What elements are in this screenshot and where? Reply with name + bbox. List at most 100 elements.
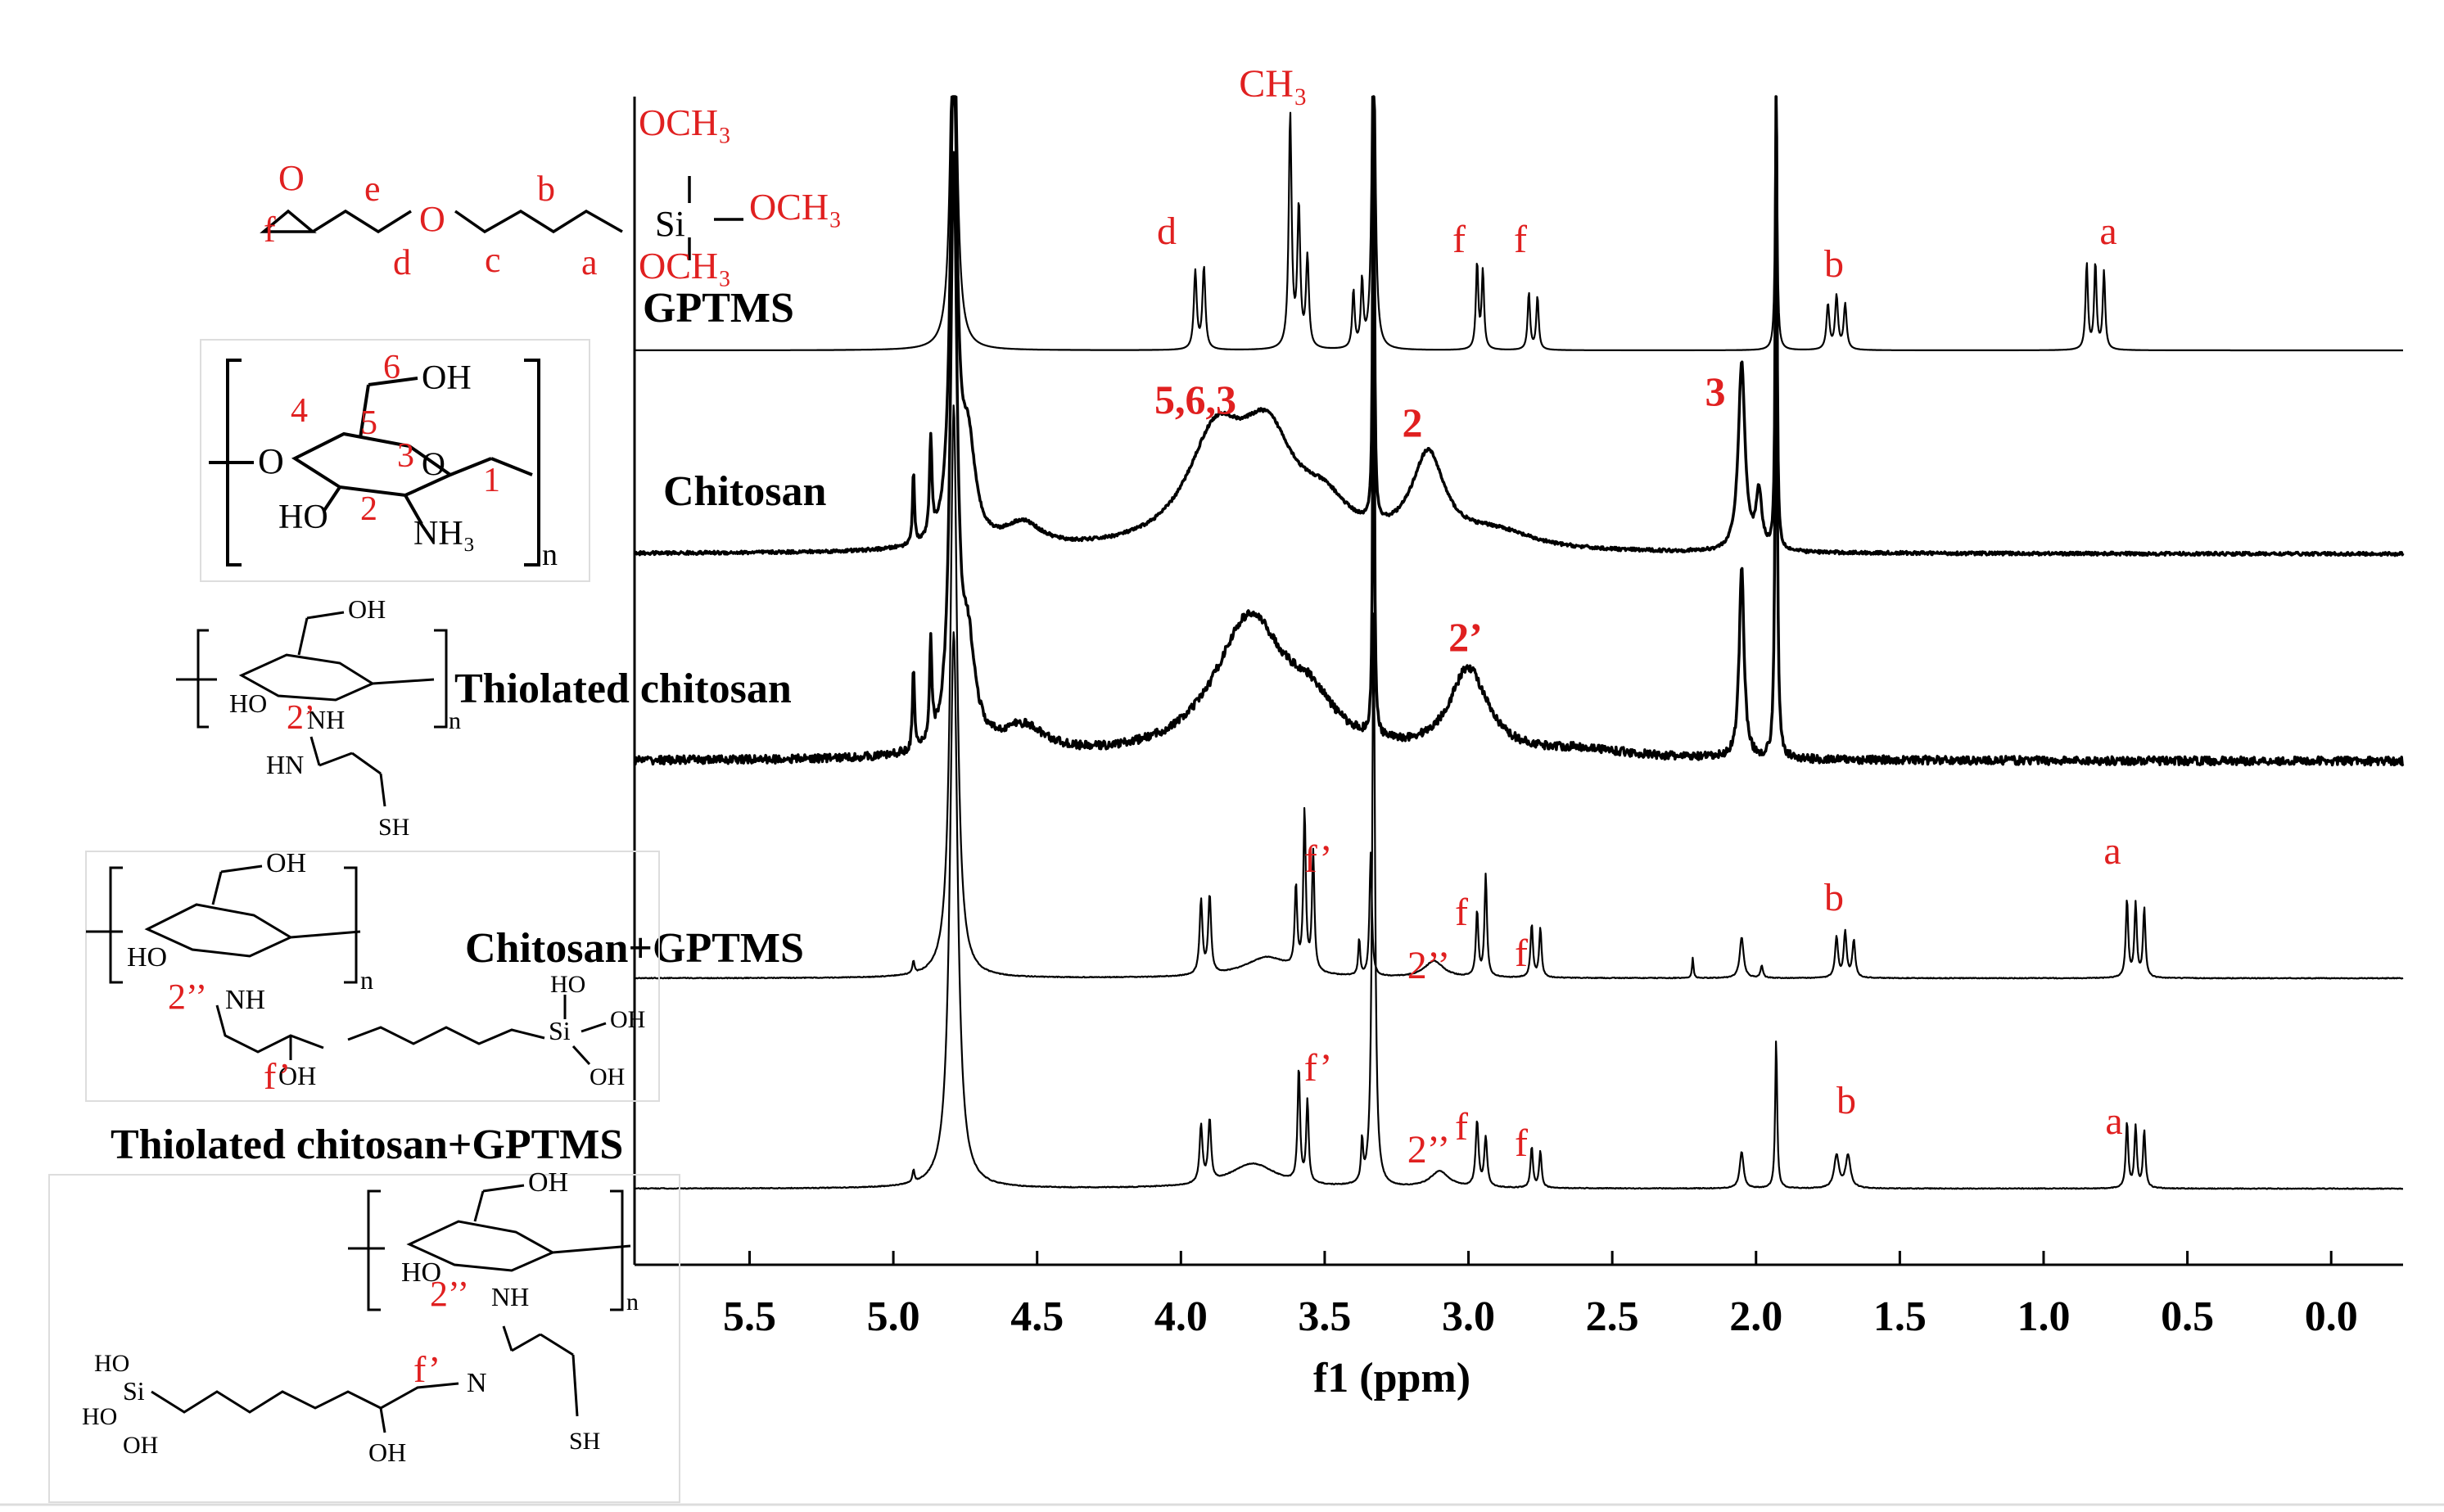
x-tick-label: 1.5	[1873, 1293, 1927, 1340]
position-label-f: f	[264, 210, 276, 250]
atom-oh: OH	[368, 1438, 406, 1467]
position-label-6: 6	[383, 349, 400, 386]
atom-ho: HO	[278, 499, 328, 536]
bracket-right	[524, 359, 540, 566]
peak-labels: CH₃ d f f b a 5,6,3 2 3 2’ f’ 2’’ f f b …	[1154, 62, 2123, 1171]
peak-label-2prime: 2’	[1448, 614, 1483, 660]
propyl-chain	[347, 1026, 545, 1045]
atom-oh: OH	[278, 1061, 316, 1090]
methoxy-top: OCH₃	[639, 102, 731, 143]
peak-label-563: 5,6,3	[1154, 377, 1236, 422]
chain-bond	[454, 209, 623, 234]
atom-oh: OH	[590, 1063, 625, 1090]
peak-label-b: b	[1824, 876, 1844, 919]
x-axis-ticks	[748, 1251, 2333, 1265]
spectrum-line-chitosan-gptms	[634, 404, 2404, 980]
chain-bond	[351, 751, 382, 775]
atom-ho: HO	[229, 688, 267, 718]
x-tick-label: 0.0	[2305, 1293, 2358, 1340]
bracket-left	[367, 1189, 381, 1311]
c6-bond	[473, 1190, 485, 1222]
spectrum-line-thiolated-chitosan	[633, 151, 2405, 767]
repeat-n: n	[449, 707, 461, 734]
structure-gptms	[260, 176, 743, 260]
c3-oh-bond	[322, 485, 341, 513]
atom-sh: SH	[378, 814, 409, 841]
chain-bond	[312, 209, 412, 234]
position-label-e: e	[364, 169, 381, 209]
spectrum-names: GPTMS Chitosan Thiolated chitosan Chitos…	[111, 285, 826, 1168]
si-bond-right	[581, 1022, 607, 1033]
plot-frame	[633, 97, 2403, 1266]
spectrum-name-thiolated-chitosan-gptms: Thiolated chitosan+GPTMS	[111, 1122, 623, 1168]
position-label-2prime: 2’	[287, 699, 315, 737]
peak-label-b: b	[1824, 242, 1844, 286]
position-label-b: b	[537, 169, 555, 209]
position-label-2: 2	[360, 490, 377, 528]
x-axis-label: f1 (ppm)	[1313, 1355, 1470, 1401]
repeat-n: n	[360, 965, 373, 995]
peak-label-f: f	[1515, 932, 1528, 975]
x-tick-label: 5.0	[867, 1293, 920, 1340]
structure-frame	[85, 851, 660, 1102]
atom-nh: NH	[491, 1282, 529, 1311]
peak-label-a: a	[2099, 210, 2116, 253]
chain-bond	[571, 1354, 579, 1417]
methoxy-right: OCH₃	[749, 186, 842, 228]
peak-label-2: 2	[1403, 399, 1423, 445]
bracket-right	[610, 1189, 624, 1311]
atom-sh: SH	[569, 1428, 600, 1455]
peak-label-3: 3	[1705, 368, 1726, 414]
spectra-traces	[633, 95, 2405, 1190]
peak-label-fprime: f’	[1304, 837, 1333, 881]
atom-nh3: NH₃	[413, 515, 475, 553]
c6-oh-bond	[306, 611, 345, 620]
c6-oh-bond	[482, 1184, 525, 1193]
c6-bond	[297, 617, 309, 656]
atom-oh: OH	[266, 848, 306, 878]
x-tick-label: 2.5	[1586, 1293, 1639, 1340]
structure-chitosan	[200, 339, 590, 582]
chain-bond	[318, 751, 353, 767]
spectrum-line-gptms	[634, 95, 2404, 352]
peak-label-fprime: f’	[1304, 1046, 1333, 1090]
x-tick-label: 2.0	[1729, 1293, 1782, 1340]
bracket-right	[434, 629, 448, 729]
structure-thiolated-chitosan	[176, 611, 448, 807]
structure-frame	[48, 1174, 680, 1503]
atom-o: O	[419, 199, 445, 239]
c6-oh-bond	[368, 377, 418, 386]
x-tick-label: 1.0	[2017, 1293, 2070, 1340]
spectrum-name-chitosan-gptms: Chitosan+GPTMS	[465, 925, 804, 972]
bracket-left	[109, 866, 123, 984]
si-bond-down	[571, 1045, 591, 1066]
structure-chitosan-gptms-text: OH HO NH n OH HO Si OH OH 2’’ f’	[127, 848, 645, 1097]
position-label-fprime: f’	[264, 1055, 291, 1097]
atom-hn: HN	[266, 750, 304, 779]
atom-oh: OH	[610, 1006, 645, 1033]
epoxide-ring	[260, 209, 317, 233]
atom-si: Si	[123, 1376, 145, 1406]
spectrum-name-gptms: GPTMS	[643, 285, 794, 332]
peak-label-d: d	[1157, 210, 1177, 253]
atom-ho: HO	[94, 1350, 129, 1377]
peak-label-f: f	[1452, 218, 1466, 261]
position-label-c: c	[485, 240, 501, 280]
chain-bond	[540, 1333, 574, 1356]
ring-oxygen: O	[422, 445, 445, 482]
structure-chitosan-gptms	[85, 851, 660, 1102]
peak-label-2dblprime: 2’’	[1407, 944, 1450, 987]
peak-label-ch3: CH₃	[1239, 62, 1307, 106]
position-label-2dblprime: 2’’	[430, 1274, 469, 1314]
structure-thiolated-chitosan-gptms-text: OH HO NH n N SH OH HO Si HO OH 2’’ f’	[82, 1167, 639, 1467]
chain-bond	[379, 773, 386, 807]
atom-oh: OH	[348, 594, 386, 624]
spectrum-name-chitosan: Chitosan	[663, 468, 826, 515]
atom-o: O	[278, 158, 305, 198]
imine-bond	[309, 736, 321, 766]
atom-oh: OH	[123, 1432, 158, 1459]
c6-bond	[211, 871, 223, 905]
glycosidic-bond	[449, 457, 492, 476]
linker-oh-bond	[379, 1407, 386, 1433]
x-tick-label: 0.5	[2161, 1293, 2214, 1340]
